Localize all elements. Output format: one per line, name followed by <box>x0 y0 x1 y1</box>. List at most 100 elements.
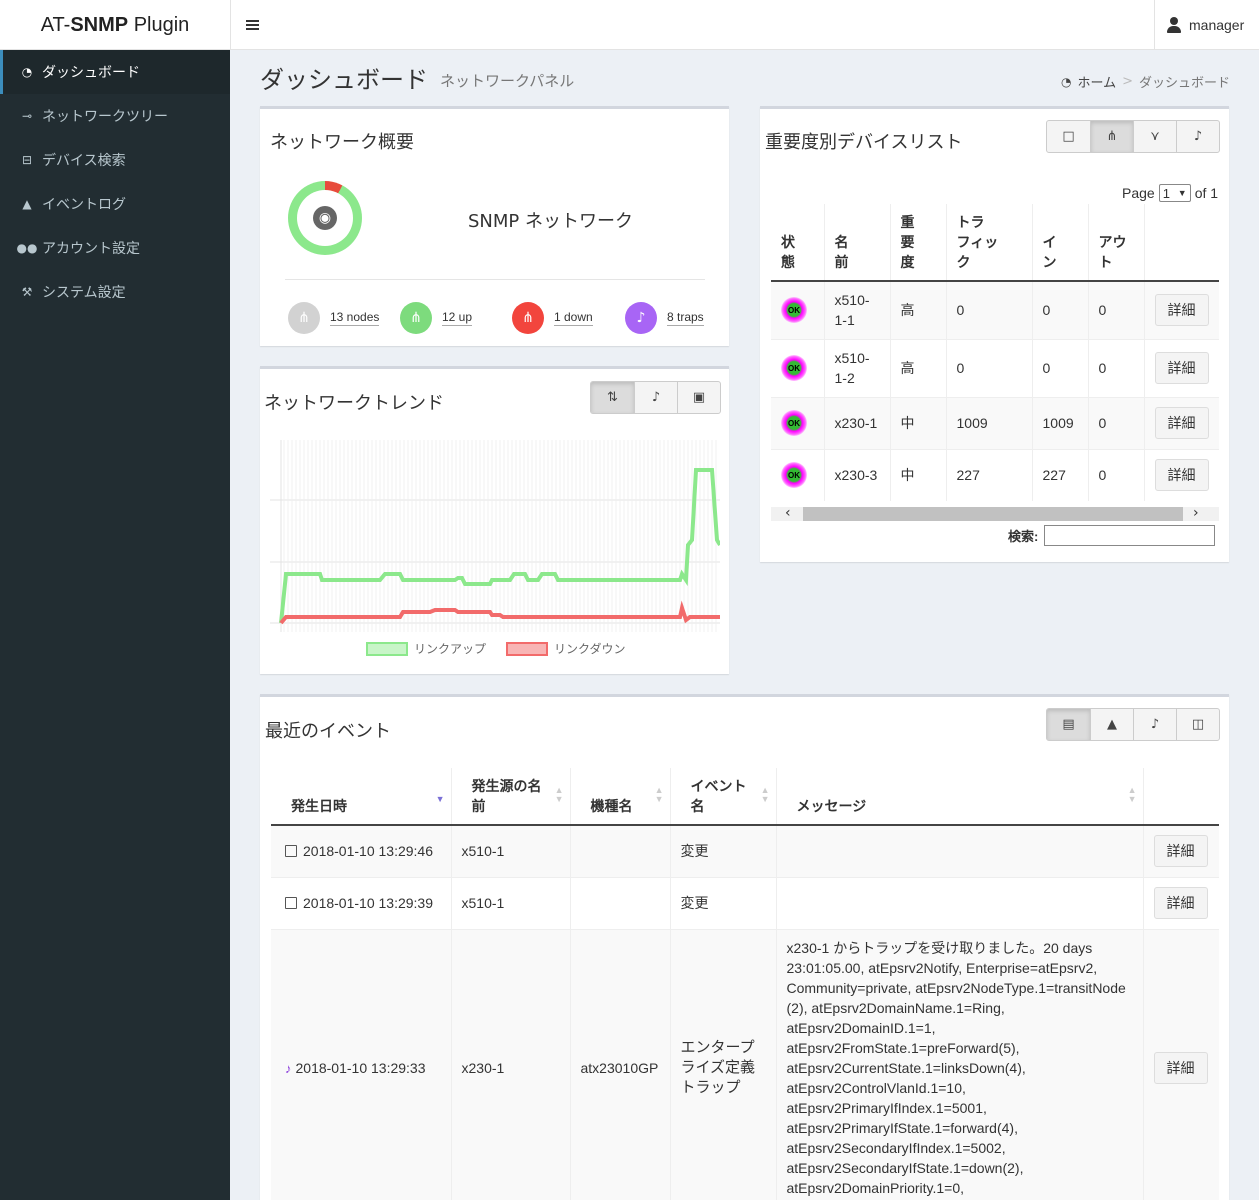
app-logo[interactable]: AT- SNMP Plugin <box>0 0 230 50</box>
link-down-series <box>279 600 720 625</box>
sort-arrows-icon: ⇅ <box>607 390 618 405</box>
horizontal-scrollbar[interactable]: ‹ › <box>771 505 1219 521</box>
column-header-datetime[interactable]: 発生日時 ▼ <box>271 768 451 826</box>
sidebar-item-dashboard[interactable]: ◔ ダッシュボード <box>0 50 230 94</box>
table-header-row: 発生日時 ▼ 発生源の名前 ▲ ▼ 機種名 ▲ ▼ イベント名 ▲ ▼ メッセージ ▲ ▼ <box>271 768 1219 826</box>
traps-toggle-button[interactable]: ♪ <box>634 382 677 413</box>
stat-label: 12 up <box>442 310 473 326</box>
detail-button[interactable]: 詳細 <box>1153 887 1208 919</box>
divider <box>285 279 705 280</box>
detail-button[interactable]: 詳細 <box>1154 352 1209 384</box>
traps-button[interactable]: ♪ <box>1176 121 1219 152</box>
share-icon: ⋔ <box>288 302 320 334</box>
column-header-line: トラ <box>956 214 985 230</box>
chevron-down-icon: ▼ <box>1177 188 1187 198</box>
legend-swatch-down <box>506 641 549 656</box>
column-header-severity[interactable]: 重要度 <box>889 204 946 282</box>
column-header-out[interactable]: アウト <box>1087 204 1144 282</box>
out-cell: 0 <box>1087 448 1144 501</box>
column-header-line: 機種名 <box>590 798 633 814</box>
event-name-cell: 変更 <box>669 876 776 929</box>
brand-prefix: AT- <box>40 13 71 36</box>
severity-high-button[interactable]: ⋔ <box>1090 121 1133 152</box>
out-cell: 0 <box>1087 396 1144 449</box>
datetime-cell: ♪ 2018-01-10 13:29:33 <box>271 928 451 1200</box>
detail-button[interactable]: 詳細 <box>1153 1051 1208 1084</box>
link-up-series <box>279 468 720 624</box>
sidebar-item-system-settings[interactable]: ⚒ システム設定 <box>0 270 230 314</box>
traffic-toggle-button[interactable]: ⇅ <box>591 382 634 413</box>
all-events-button[interactable]: ▤ <box>1047 709 1090 740</box>
change-events-button[interactable]: ◫ <box>1176 709 1219 740</box>
sidebar-item-account-settings[interactable]: ●● アカウント設定 <box>0 226 230 270</box>
status-ok-icon: OK <box>781 462 807 489</box>
device-name: x230-3 <box>834 467 878 484</box>
detail-button[interactable]: 詳細 <box>1153 835 1208 868</box>
status-cell: OK <box>771 396 824 449</box>
recent-events-title: 最近のイベント <box>265 721 391 742</box>
dashboard-icon: ◔ <box>21 65 33 79</box>
dashboard-icon: ◔ <box>1060 74 1072 89</box>
name-cell: x510- 1-1 <box>823 280 890 339</box>
scrollbar-thumb[interactable] <box>803 507 1183 521</box>
column-header-status[interactable]: 状態 <box>771 204 824 282</box>
column-header-line: ク <box>956 254 971 270</box>
warning-events-button[interactable]: ▲ <box>1090 709 1133 740</box>
page-title: ダッシュボード <box>260 66 428 94</box>
legend-label-down: リンクダウン <box>554 642 626 656</box>
stat-traps[interactable]: ♪ 8 traps <box>625 302 704 334</box>
severity-mid-button[interactable]: ⋎ <box>1133 121 1176 152</box>
all-devices-button[interactable]: □ <box>1047 121 1090 152</box>
detail-button[interactable]: 詳細 <box>1154 407 1209 439</box>
network-status-donut <box>288 181 362 255</box>
scroll-left-icon[interactable]: ‹ <box>785 505 791 521</box>
column-header-source[interactable]: 発生源の名前 ▲ ▼ <box>450 768 570 826</box>
sidebar-item-device-search[interactable]: ⊟ デバイス検索 <box>0 138 230 182</box>
sidebar-item-network-tree[interactable]: ⊸ ネットワークツリー <box>0 94 230 138</box>
scroll-right-icon[interactable]: › <box>1193 505 1199 521</box>
column-header-traffic[interactable]: トラ フィック <box>945 204 1032 282</box>
column-header-model[interactable]: 機種名 ▲ ▼ <box>569 768 670 826</box>
breadcrumb: ◔ ホーム > ダッシュボード <box>1061 72 1230 91</box>
stat-down[interactable]: ⋔ 1 down <box>512 302 593 334</box>
column-header-message[interactable]: メッセージ ▲ ▼ <box>775 768 1143 826</box>
stat-label: 1 down <box>554 310 593 326</box>
event-name-cell: 変更 <box>669 824 776 877</box>
column-header-line: 前 <box>471 798 486 814</box>
column-header-line: 度 <box>900 254 915 270</box>
stat-nodes[interactable]: ⋔ 13 nodes <box>288 302 380 334</box>
devices-toggle-button[interactable]: ▣ <box>677 382 720 413</box>
search-input[interactable] <box>1044 525 1216 546</box>
source-cell: x510-1 <box>450 876 570 929</box>
document-icon: ▤ <box>1062 717 1075 732</box>
column-header-line: アウ <box>1098 234 1127 250</box>
sidebar-item-event-log[interactable]: ▲ イベントログ <box>0 182 230 226</box>
column-header-event-name[interactable]: イベント名 ▲ ▼ <box>669 768 776 826</box>
column-header-line: フィッ <box>956 234 999 250</box>
note-icon: ◫ <box>1191 717 1205 732</box>
out-cell: 0 <box>1087 280 1144 339</box>
network-up-icon: ⋔ <box>400 302 432 334</box>
search-label: 検索: <box>1008 529 1039 544</box>
column-header-name[interactable]: 名前 <box>823 204 890 282</box>
page-select-value: 1 <box>1162 185 1170 201</box>
column-header-in[interactable]: イン <box>1031 204 1088 282</box>
stat-up[interactable]: ⋔ 12 up <box>400 302 473 334</box>
user-menu[interactable]: manager <box>1154 0 1259 50</box>
detail-button[interactable]: 詳細 <box>1154 294 1209 327</box>
column-header-line: 状 <box>781 234 795 250</box>
sidebar-toggle-button[interactable] <box>230 0 274 50</box>
detail-button[interactable]: 詳細 <box>1154 459 1209 492</box>
page-select[interactable]: 1 ▼ <box>1158 184 1191 202</box>
column-header-actions <box>1143 204 1219 282</box>
breadcrumb-home-link[interactable]: ホーム <box>1077 76 1117 91</box>
users-icon: ●● <box>16 241 38 255</box>
column-header-line: 発生日時 <box>291 798 347 814</box>
column-header-line: イ <box>1042 234 1057 250</box>
trap-events-button[interactable]: ♪ <box>1133 709 1176 740</box>
network-overview-title: ネットワーク概要 <box>270 132 414 153</box>
status-ok-icon: OK <box>781 355 807 381</box>
top-navbar: AT- SNMP Plugin manager <box>0 0 1259 50</box>
stat-label: 13 nodes <box>330 310 380 326</box>
sort-icon: ▲ ▼ <box>1127 785 1137 804</box>
